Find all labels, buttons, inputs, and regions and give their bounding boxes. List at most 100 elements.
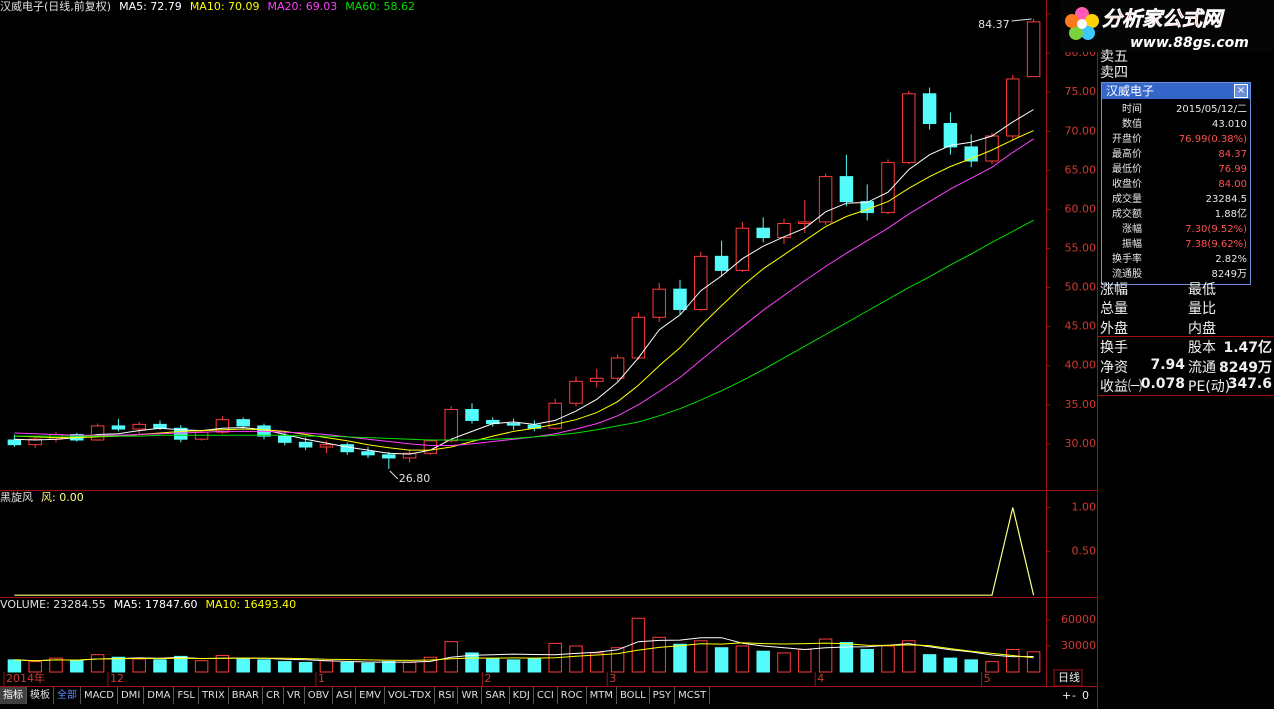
volume-bar [236,658,250,673]
toolbar-tab[interactable]: WR [458,687,483,704]
popup-value: 7.30(9.52%) [1185,224,1247,235]
x-tick-label: 2014年 [6,671,45,685]
toolbar-tab[interactable]: OBV [305,687,333,704]
quote-label: 卖四 [1100,65,1128,81]
legend-entry: MA20: 69.03 [268,0,338,13]
candle-body [1026,21,1041,78]
volume-bar [673,643,687,673]
stats-row: 换手 股本 1.47亿 [1100,337,1272,356]
volume-bar [590,652,604,673]
popup-label: 数值 [1122,119,1142,130]
x-tick-label: 5 [984,672,991,685]
toolbar-tab[interactable]: MTM [587,687,617,704]
candle-body [777,223,791,239]
candle-body [673,288,687,310]
volume-bar [402,661,417,673]
volume-bar [610,647,625,673]
toolbar-tab[interactable]: RSI [435,687,459,704]
volume-bar [153,659,167,673]
zoom-button[interactable]: - [1072,689,1076,702]
y-tick-label: 60.00 [1065,202,1097,215]
volume-bar [818,638,833,673]
period-label[interactable]: 日线 [1058,670,1080,684]
candle-body [236,419,250,427]
volume-bar [90,654,105,673]
volume-bar [756,650,770,673]
toolbar-tab[interactable]: VOL-TDX [385,687,436,704]
volume-bar [694,640,708,673]
toolbar-tab[interactable]: KDJ [510,687,534,704]
toolbar-tab[interactable]: DMI [118,687,145,704]
popup-row: 涨幅 7.30(9.52%) [1102,222,1250,237]
stats-text: 内盘 [1188,320,1216,337]
candle-body [756,227,770,239]
toolbar-tab[interactable]: ROC [558,687,587,704]
volume-bar [922,654,937,673]
ma-line [14,219,1034,441]
candle-body [652,288,666,318]
popup-title-bar: 汉威电子 × [1102,83,1250,99]
volume-ma-line [14,637,1034,663]
x-tick-label: 2 [484,672,491,685]
popup-row: 成交额 1.88亿 [1102,207,1250,222]
candle-body [7,439,22,446]
popup-value: 2.82% [1215,254,1247,265]
candle-body [278,435,292,443]
toolbar-tab[interactable]: 全部 [54,687,81,704]
candle-body [590,377,604,382]
toolbar-tab[interactable]: VR [284,687,305,704]
y-tick-label: 60000 [1061,613,1096,626]
volume-bar [278,661,292,673]
stats-text: 收益㈠ [1100,378,1142,395]
toolbar-tab[interactable]: SAR [482,687,510,704]
toolbar-tab[interactable]: FSL [174,687,199,704]
toolbar-tab[interactable]: EMV [356,687,385,704]
toolbar-tab[interactable]: PSY [650,687,676,704]
stats-text: 换手 [1100,340,1128,357]
annotation: 84.37 [978,18,1010,31]
candle-body [444,409,458,442]
toolbar-tab[interactable]: TRIX [199,687,229,704]
toolbar-tab[interactable]: BOLL [617,687,650,704]
ma-line [14,109,1034,455]
stats-text: 0.078 [1140,375,1185,392]
y-tick-label: 35.00 [1065,398,1097,411]
candle-body [610,357,625,379]
stats-text: 流通 [1188,359,1216,376]
candle-body [465,409,479,421]
toolbar-tab[interactable]: MACD [81,687,118,704]
toolbar-tab[interactable]: CR [263,687,284,704]
toolbar-tab[interactable]: 模板 [27,687,54,704]
quote-stats: 涨幅 最低 总量 量比 外盘 内盘 换手 股本 1.47亿 净资 7.94 流通 8249万 收益㈠ 0.0… [1100,279,1272,395]
toolbar-tab[interactable]: 指标 [0,687,27,704]
toolbar-tab[interactable]: DMA [144,687,175,704]
toolbar-tab[interactable]: MCST [675,687,711,704]
toolbar: 指标 模板 全部 MACD DMI DMA FSL TRIX BRAR CR VR OBV ASI EMV… [0,687,1048,704]
popup-value: 2015/05/12/二 [1175,104,1247,115]
popup-label: 振幅 [1122,239,1142,250]
popup-label: 最低价 [1112,164,1142,175]
popup-row: 流通股 8249万 [1102,267,1250,282]
toolbar-tab[interactable]: CCI [534,687,558,704]
toolbar-tab[interactable]: BRAR [229,687,263,704]
popup-value: 84.37 [1218,149,1247,160]
legend-entry: MA60: 58.62 [345,0,415,13]
volume-bar [652,636,666,673]
legend-entry: 黑旋风 [0,490,33,504]
volume-bar [340,661,354,673]
popup-row: 最低价 76.99 [1102,162,1250,177]
zoom-button[interactable]: 0 [1082,689,1089,702]
close-button[interactable]: × [1234,84,1248,98]
stats-text: 347.6 [1227,375,1272,392]
candle-body [298,441,313,448]
popup-label: 涨幅 [1122,224,1142,235]
candle-body [985,135,999,162]
popup-label: 收盘价 [1112,179,1142,190]
volume-bar [28,661,42,673]
y-tick-label: 40.00 [1065,359,1097,372]
zoom-button[interactable]: + [1062,689,1071,702]
volume-bar [714,647,729,673]
volume-bar [569,645,583,673]
toolbar-tab[interactable]: ASI [333,687,357,704]
period-box [1053,669,1083,687]
